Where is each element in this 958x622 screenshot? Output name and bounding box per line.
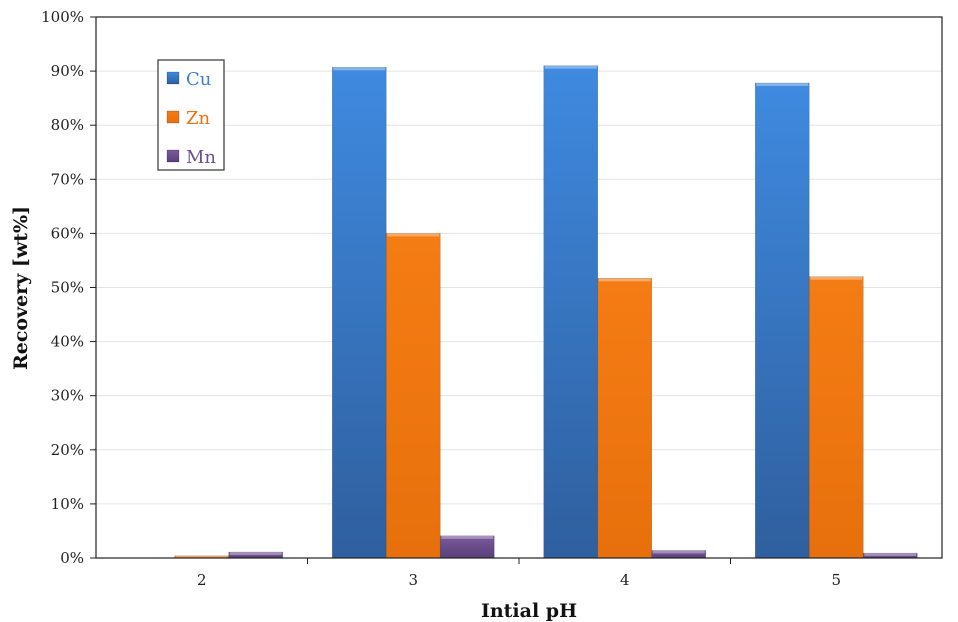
gridlines (96, 70, 942, 505)
y-tick-label: 100% (41, 8, 84, 26)
y-axis-title: Recovery [wt%] (10, 206, 32, 370)
y-tick-label: 30% (51, 387, 84, 405)
x-tick-label: 3 (408, 571, 418, 589)
legend: Cu Zn Mn (157, 59, 225, 171)
legend-label-zn: Zn (186, 108, 211, 129)
bar-cu-ph-4 (543, 65, 599, 559)
bar-zn-ph-4 (597, 278, 653, 559)
bar-cu-ph-3 (331, 67, 387, 559)
y-tick-label: 0% (60, 549, 84, 567)
x-tick-labels: 2 3 4 5 (197, 571, 841, 589)
bar-highlight (864, 553, 917, 557)
bars (174, 65, 918, 559)
legend-swatch-zn (166, 110, 180, 124)
bar-highlight (810, 276, 863, 280)
y-tick-label: 60% (51, 224, 84, 242)
bar-highlight (441, 535, 494, 539)
x-tick-label: 5 (831, 571, 841, 589)
axes (90, 16, 943, 564)
bar-highlight (544, 65, 597, 69)
bar-zn-ph-3 (385, 233, 441, 559)
y-tick-label: 80% (51, 116, 84, 134)
legend-swatch-mn (166, 149, 180, 163)
x-tick-label: 2 (197, 571, 207, 589)
bar-zn-ph-5 (808, 276, 864, 559)
bar-highlight (333, 67, 386, 71)
bar-cu-ph-5 (754, 82, 810, 559)
y-tick-label: 20% (51, 441, 84, 459)
y-tick-label: 40% (51, 333, 84, 351)
y-tick-label: 50% (51, 279, 84, 297)
bar-highlight (652, 550, 705, 554)
x-axis-title: Intial pH (481, 600, 577, 622)
bar-highlight (387, 233, 440, 237)
bar-highlight (229, 552, 282, 556)
x-tick-label: 4 (620, 571, 630, 589)
bar-highlight (175, 555, 228, 558)
bar-mn-ph-3 (439, 535, 495, 559)
legend-swatch-cu (166, 71, 180, 85)
y-tick-label: 70% (51, 170, 84, 188)
y-tick-labels: 0% 10% 20% 30% 40% 50% 60% 70% 80% 90% 100% (41, 8, 84, 567)
legend-label-cu: Cu (186, 69, 211, 90)
bar-highlight (756, 83, 809, 87)
y-tick-label: 10% (51, 495, 84, 513)
y-tick-label: 90% (51, 62, 84, 80)
bar-highlight (598, 278, 651, 282)
plot-area-border (95, 16, 943, 559)
legend-label-mn: Mn (186, 147, 216, 168)
